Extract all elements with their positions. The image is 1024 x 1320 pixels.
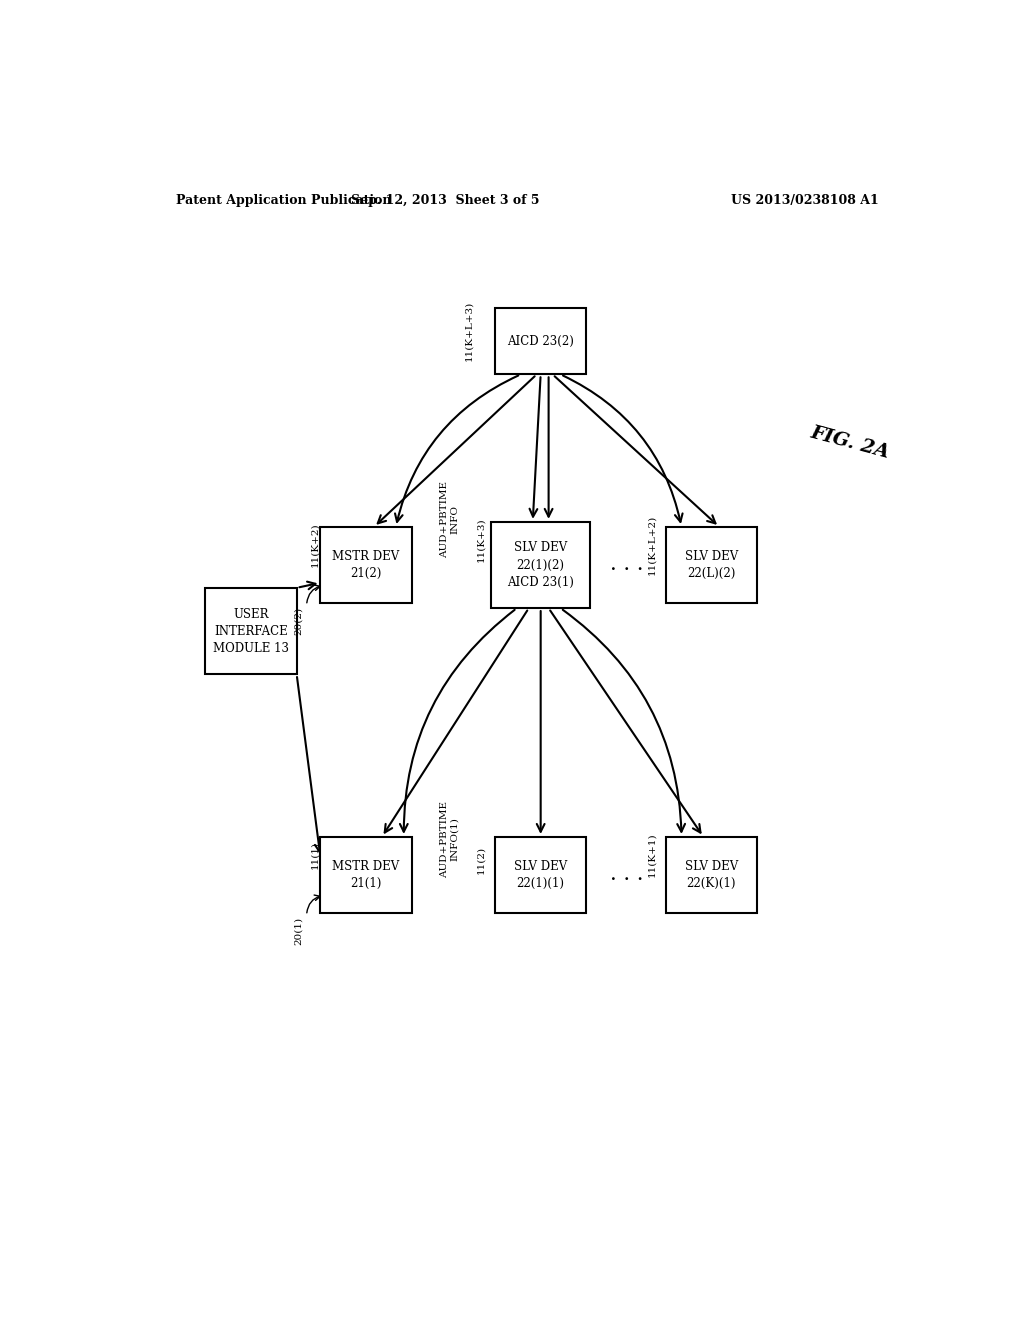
Text: 20(2): 20(2) [294,607,303,635]
Text: MSTR DEV
21(2): MSTR DEV 21(2) [333,550,399,579]
FancyBboxPatch shape [495,309,587,375]
Text: 11(K+L+3): 11(K+L+3) [465,301,474,362]
FancyBboxPatch shape [666,837,757,913]
Text: 11(K+1): 11(K+1) [647,833,656,876]
FancyBboxPatch shape [492,521,590,609]
FancyBboxPatch shape [321,837,412,913]
FancyBboxPatch shape [495,837,587,913]
Text: SLV DEV
22(1)(2)
AICD 23(1): SLV DEV 22(1)(2) AICD 23(1) [507,541,574,589]
FancyArrowPatch shape [395,375,518,521]
Text: MSTR DEV
21(1): MSTR DEV 21(1) [333,859,399,890]
Text: FIG. 2A: FIG. 2A [809,424,892,462]
Text: 11(2): 11(2) [476,846,485,874]
Text: Patent Application Publication: Patent Application Publication [176,194,391,207]
Text: SLV DEV
22(K)(1): SLV DEV 22(K)(1) [685,859,738,890]
FancyBboxPatch shape [666,527,757,603]
FancyArrowPatch shape [563,610,685,832]
Text: . . .: . . . [609,866,643,884]
Text: Sep. 12, 2013  Sheet 3 of 5: Sep. 12, 2013 Sheet 3 of 5 [351,194,540,207]
FancyArrowPatch shape [563,376,683,521]
Text: 11(K+2): 11(K+2) [310,523,319,568]
Text: . . .: . . . [609,556,643,574]
Text: AUD+PBTIME
INFO: AUD+PBTIME INFO [439,480,459,558]
Text: USER
INTERFACE
MODULE 13: USER INTERFACE MODULE 13 [213,607,289,655]
Text: AICD 23(2): AICD 23(2) [507,335,574,348]
Text: 11(K+3): 11(K+3) [476,517,485,562]
Text: 20(1): 20(1) [294,917,303,945]
FancyBboxPatch shape [206,587,297,675]
Text: SLV DEV
22(L)(2): SLV DEV 22(L)(2) [685,550,738,579]
Text: SLV DEV
22(1)(1): SLV DEV 22(1)(1) [514,859,567,890]
Text: AUD+PBTIME
INFO(1): AUD+PBTIME INFO(1) [439,801,459,878]
Text: 11(1): 11(1) [310,841,319,869]
Text: 11(K+L+2): 11(K+L+2) [647,515,656,574]
FancyArrowPatch shape [400,610,515,832]
FancyBboxPatch shape [321,527,412,603]
Text: US 2013/0238108 A1: US 2013/0238108 A1 [731,194,879,207]
